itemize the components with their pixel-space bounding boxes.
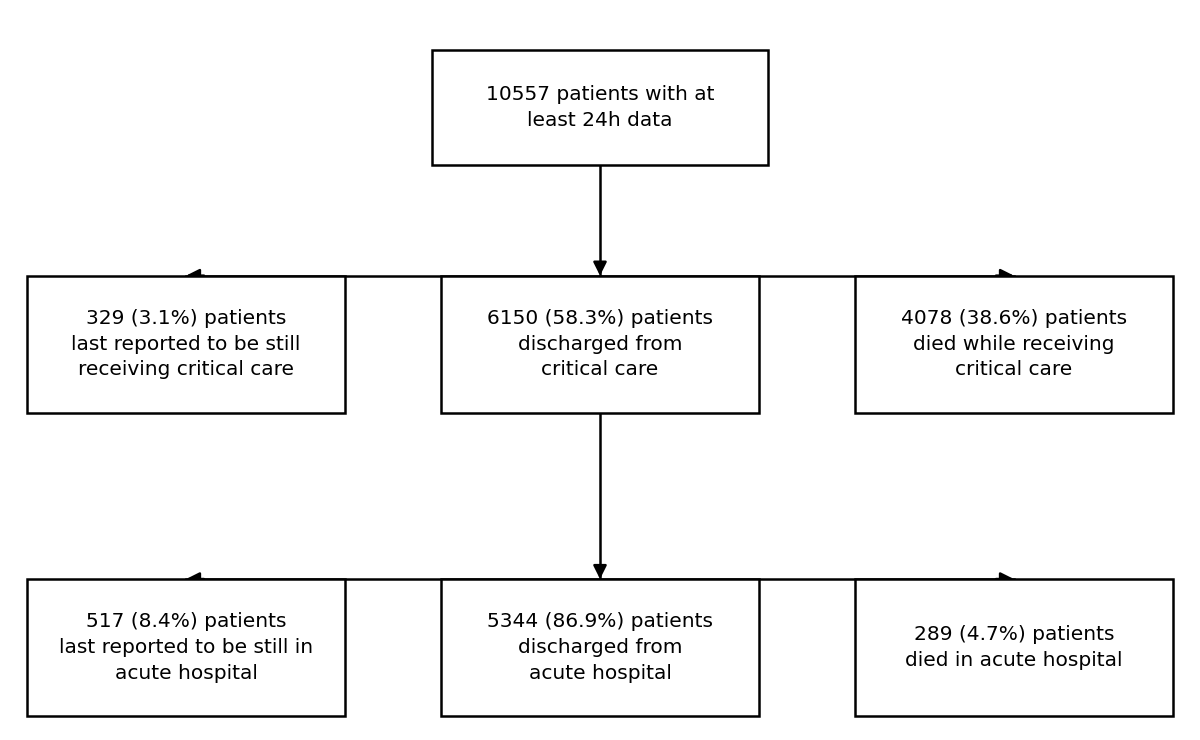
Text: 329 (3.1%) patients
last reported to be still
receiving critical care: 329 (3.1%) patients last reported to be … [71,309,301,380]
FancyBboxPatch shape [26,276,346,413]
FancyBboxPatch shape [442,276,760,413]
Text: 10557 patients with at
least 24h data: 10557 patients with at least 24h data [486,85,714,130]
FancyBboxPatch shape [854,276,1174,413]
Text: 4078 (38.6%) patients
died while receiving
critical care: 4078 (38.6%) patients died while receivi… [901,309,1127,380]
FancyBboxPatch shape [442,579,760,716]
FancyBboxPatch shape [854,579,1174,716]
FancyBboxPatch shape [432,50,768,164]
FancyBboxPatch shape [26,579,346,716]
Text: 289 (4.7%) patients
died in acute hospital: 289 (4.7%) patients died in acute hospit… [905,625,1123,670]
Text: 517 (8.4%) patients
last reported to be still in
acute hospital: 517 (8.4%) patients last reported to be … [59,612,313,683]
Text: 5344 (86.9%) patients
discharged from
acute hospital: 5344 (86.9%) patients discharged from ac… [487,612,713,683]
Text: 6150 (58.3%) patients
discharged from
critical care: 6150 (58.3%) patients discharged from cr… [487,309,713,380]
